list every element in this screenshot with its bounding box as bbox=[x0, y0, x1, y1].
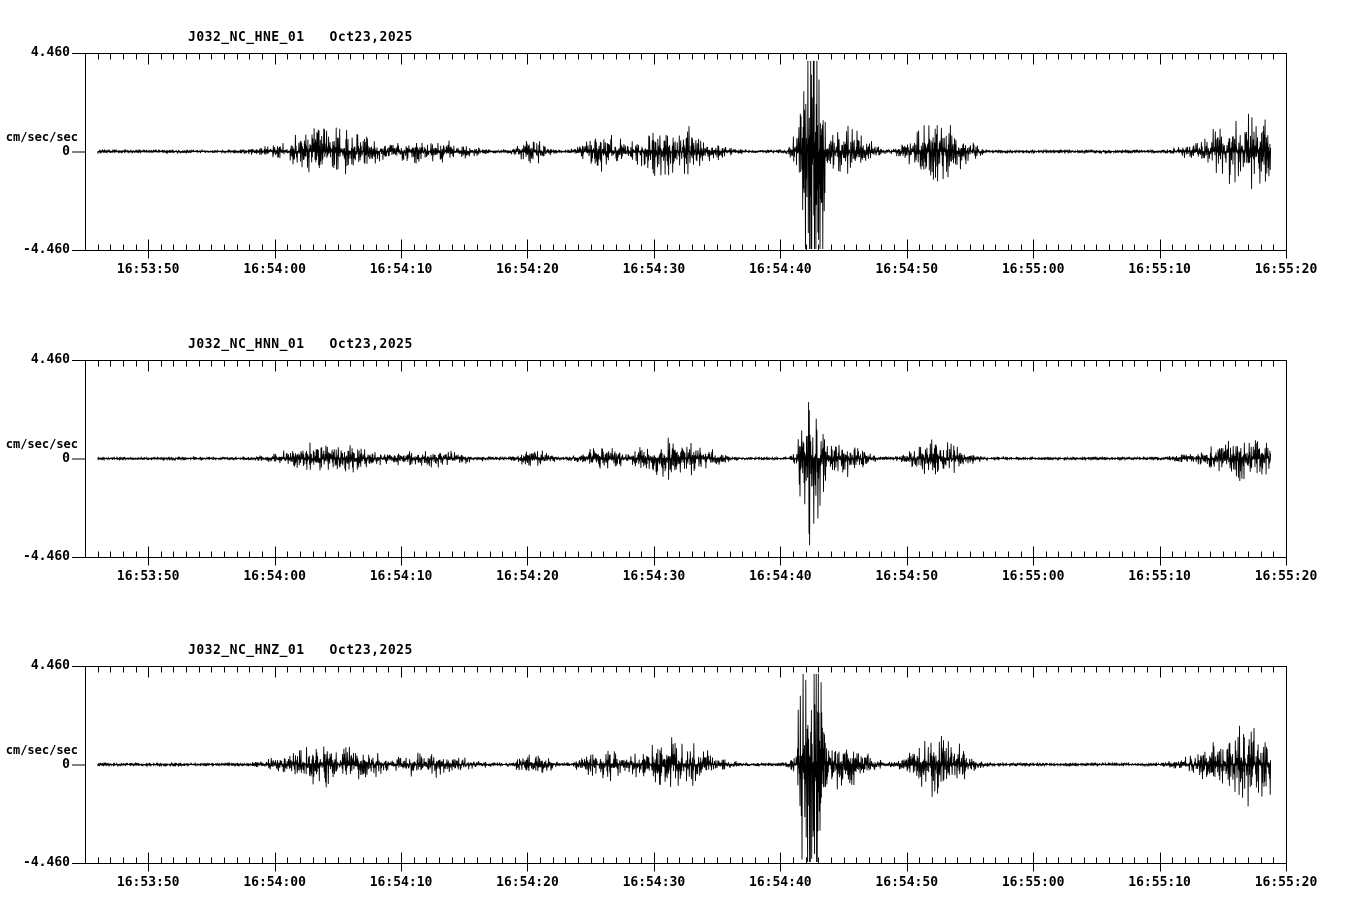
x-tick-label-hne-1: 16:54:00 bbox=[243, 262, 306, 277]
y-axis-unit-label-hnz: cm/sec/sec bbox=[5, 742, 78, 757]
y-tick-min-hne: -4.460 bbox=[23, 242, 70, 257]
x-tick-label-hnz-6: 16:54:50 bbox=[875, 875, 939, 890]
x-tick-label-hne-5: 16:54:40 bbox=[749, 262, 812, 277]
y-tick-zero-hnn: 0 bbox=[62, 450, 70, 466]
x-tick-label-hnn-7: 16:55:00 bbox=[1001, 569, 1065, 584]
x-tick-label-hne-8: 16:55:10 bbox=[1128, 262, 1191, 277]
x-tick-label-hnz-9: 16:55:20 bbox=[1254, 875, 1318, 890]
x-tick-label-hnn-6: 16:54:50 bbox=[875, 569, 939, 584]
panel-title-hnn: J032_NC_HNN_01 Oct23,2025 bbox=[188, 337, 413, 352]
x-tick-label-hnn-1: 16:54:00 bbox=[243, 569, 306, 584]
y-tick-zero-hne: 0 bbox=[62, 143, 70, 159]
x-tick-label-hnn-2: 16:54:10 bbox=[369, 569, 433, 584]
x-tick-label-hnn-9: 16:55:20 bbox=[1254, 569, 1318, 584]
x-tick-label-hnz-5: 16:54:40 bbox=[749, 875, 812, 890]
x-tick-label-hnz-8: 16:55:10 bbox=[1128, 875, 1191, 890]
x-tick-label-hnn-4: 16:54:30 bbox=[622, 569, 686, 584]
x-tick-label-hne-2: 16:54:10 bbox=[369, 262, 433, 277]
y-axis-unit-label-hne: cm/sec/sec bbox=[5, 129, 78, 144]
x-tick-label-hnz-4: 16:54:30 bbox=[622, 875, 686, 890]
x-tick-label-hnn-5: 16:54:40 bbox=[749, 569, 812, 584]
panel-title-hne: J032_NC_HNE_01 Oct23,2025 bbox=[188, 30, 413, 45]
x-tick-label-hnz-7: 16:55:00 bbox=[1001, 875, 1065, 890]
x-tick-label-hne-4: 16:54:30 bbox=[622, 262, 686, 277]
x-tick-label-hnz-2: 16:54:10 bbox=[369, 875, 433, 890]
x-tick-label-hne-9: 16:55:20 bbox=[1254, 262, 1318, 277]
panel-title-hnz: J032_NC_HNZ_01 Oct23,2025 bbox=[188, 643, 413, 658]
y-tick-min-hnn: -4.460 bbox=[23, 549, 70, 564]
y-tick-max-hnz: 4.460 bbox=[30, 658, 70, 673]
y-tick-min-hnz: -4.460 bbox=[23, 855, 70, 870]
y-tick-max-hnn: 4.460 bbox=[30, 352, 70, 367]
x-tick-label-hne-3: 16:54:20 bbox=[496, 262, 559, 277]
x-tick-label-hnn-8: 16:55:10 bbox=[1128, 569, 1191, 584]
x-tick-label-hnz-3: 16:54:20 bbox=[496, 875, 559, 890]
x-tick-label-hnz-0: 16:53:50 bbox=[116, 875, 180, 890]
y-axis-unit-label-hnn: cm/sec/sec bbox=[5, 436, 78, 451]
y-tick-zero-hnz: 0 bbox=[62, 756, 70, 772]
x-tick-label-hnn-0: 16:53:50 bbox=[116, 569, 180, 584]
x-tick-label-hne-6: 16:54:50 bbox=[875, 262, 939, 277]
y-tick-max-hne: 4.460 bbox=[30, 45, 70, 60]
x-tick-label-hnz-1: 16:54:00 bbox=[243, 875, 306, 890]
x-tick-label-hnn-3: 16:54:20 bbox=[496, 569, 559, 584]
x-tick-label-hne-7: 16:55:00 bbox=[1001, 262, 1065, 277]
x-tick-label-hne-0: 16:53:50 bbox=[116, 262, 180, 277]
